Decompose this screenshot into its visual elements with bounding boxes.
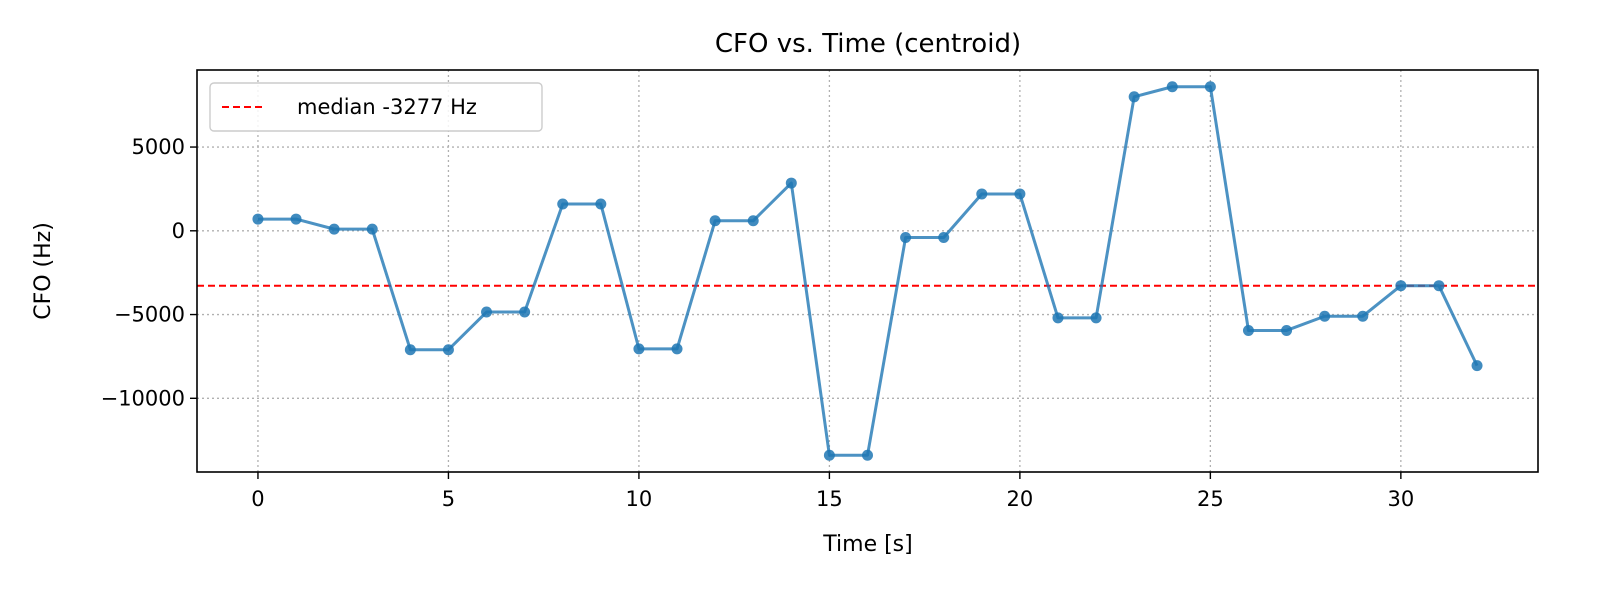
y-ticks: −10000 −5000 0 5000 [101,135,197,410]
x-tick-label: 15 [816,487,843,511]
x-tick-label: 10 [626,487,653,511]
y-axis-label: CFO (Hz) [31,222,56,320]
x-tick-label: 25 [1197,487,1224,511]
data-point [481,306,493,318]
x-tick-label: 5 [442,487,455,511]
y-tick-label: 5000 [132,135,185,159]
data-point [976,188,988,200]
data-point [823,449,835,461]
data-point [1014,188,1026,200]
plot-area-frame [196,69,1539,473]
data-point [404,344,416,356]
y-tick-label: 0 [172,219,185,243]
data-point [1128,91,1140,103]
data-point [938,232,950,243]
series-layer [252,81,1483,461]
data-point [785,177,797,189]
data-point [366,223,378,235]
data-point [633,343,645,355]
cfo-series-line [257,85,1479,457]
data-point [1281,324,1293,336]
data-point [1433,280,1445,292]
y-tick-label: −10000 [101,386,185,410]
chart-title: CFO vs. Time (centroid) [715,29,1021,59]
data-point [328,223,340,235]
data-point [519,306,531,318]
x-tick-label: 30 [1387,487,1414,511]
data-point [1166,81,1178,93]
data-point [252,213,264,225]
data-point [1204,81,1216,93]
grid [197,70,1538,472]
x-tick-label: 0 [251,487,264,511]
data-point [671,343,683,355]
y-tick-label: −5000 [114,303,185,327]
data-point [1242,324,1254,336]
data-point [747,215,759,227]
data-point [595,198,607,210]
data-point [1357,310,1369,322]
data-point [442,344,454,356]
x-axis-label: Time [s] [822,532,912,557]
x-ticks: 0 5 10 15 20 25 30 [251,472,1414,511]
data-point [1052,312,1064,324]
legend-box [209,82,543,132]
data-point [1395,280,1407,292]
x-tick-label: 20 [1007,487,1034,511]
data-point [709,215,721,227]
data-point [1319,310,1331,322]
data-point [1471,360,1483,372]
data-point [557,198,569,210]
legend-label: median -3277 Hz [297,95,477,119]
legend: median -3277 Hz [209,82,543,132]
data-point [290,213,302,225]
data-point [1090,312,1102,324]
data-point [900,232,912,243]
data-point [862,449,873,461]
